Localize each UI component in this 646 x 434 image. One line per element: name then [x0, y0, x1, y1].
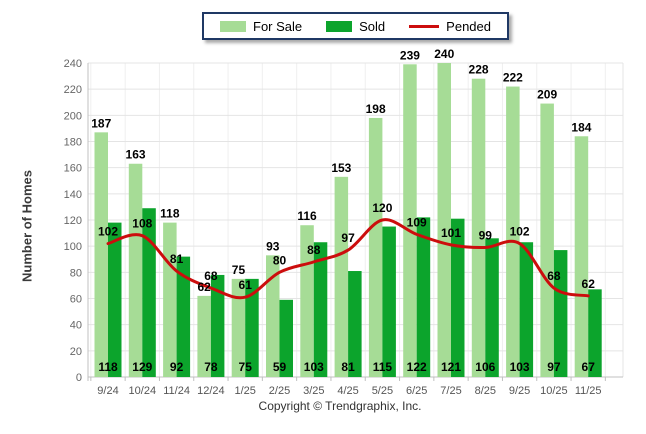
svg-text:109: 109	[407, 215, 427, 229]
svg-text:118: 118	[160, 207, 180, 221]
svg-text:187: 187	[91, 116, 111, 130]
legend-label-for-sale: For Sale	[253, 18, 303, 34]
svg-text:11/25: 11/25	[575, 385, 602, 397]
legend-item-for-sale: For Sale	[220, 19, 302, 34]
svg-text:92: 92	[170, 360, 184, 374]
svg-text:6/25: 6/25	[406, 385, 427, 397]
svg-text:11/24: 11/24	[163, 385, 190, 397]
svg-text:240: 240	[64, 58, 82, 70]
svg-text:120: 120	[64, 215, 82, 227]
svg-text:101: 101	[441, 226, 461, 240]
svg-text:62: 62	[197, 280, 211, 294]
svg-text:100: 100	[64, 241, 82, 253]
svg-text:68: 68	[547, 269, 561, 283]
svg-text:198: 198	[366, 102, 386, 116]
svg-text:9/25: 9/25	[509, 385, 530, 397]
svg-text:222: 222	[503, 71, 523, 85]
sold-swatch-icon	[326, 20, 353, 32]
svg-text:2/25: 2/25	[269, 385, 290, 397]
svg-text:93: 93	[266, 239, 280, 253]
svg-text:99: 99	[479, 228, 493, 242]
svg-text:163: 163	[126, 148, 146, 162]
svg-text:240: 240	[434, 48, 454, 61]
svg-text:160: 160	[64, 163, 82, 175]
svg-text:184: 184	[571, 120, 591, 134]
svg-text:4/25: 4/25	[337, 385, 358, 397]
svg-text:102: 102	[510, 225, 530, 239]
svg-text:116: 116	[297, 209, 317, 223]
svg-text:9/24: 9/24	[97, 385, 118, 397]
svg-text:88: 88	[307, 243, 321, 257]
svg-text:200: 200	[64, 110, 82, 122]
svg-text:102: 102	[98, 225, 118, 239]
svg-text:140: 140	[64, 189, 82, 201]
svg-text:75: 75	[239, 360, 253, 374]
svg-text:122: 122	[407, 360, 427, 374]
svg-text:120: 120	[372, 201, 392, 215]
svg-text:75: 75	[232, 263, 246, 277]
svg-text:20: 20	[70, 346, 82, 358]
svg-text:103: 103	[304, 360, 324, 374]
legend-item-sold: Sold	[326, 19, 385, 34]
pended-line-icon	[409, 24, 440, 28]
svg-text:81: 81	[170, 252, 184, 266]
svg-text:129: 129	[132, 360, 152, 374]
svg-text:118: 118	[98, 360, 118, 374]
svg-text:59: 59	[273, 360, 287, 374]
svg-text:80: 80	[70, 267, 82, 279]
svg-text:7/25: 7/25	[440, 385, 461, 397]
legend-label-sold: Sold	[359, 18, 386, 34]
svg-text:81: 81	[341, 360, 355, 374]
svg-text:180: 180	[64, 137, 82, 149]
legend-label-pended: Pended	[446, 18, 491, 34]
svg-text:40: 40	[70, 320, 82, 332]
svg-text:12/24: 12/24	[197, 385, 225, 397]
svg-text:121: 121	[441, 360, 461, 374]
legend: For Sale Sold Pended	[202, 12, 509, 40]
y-axis-title: Number of Homes	[19, 170, 35, 282]
svg-text:115: 115	[373, 360, 393, 374]
svg-text:80: 80	[273, 253, 287, 267]
svg-text:1/25: 1/25	[234, 385, 255, 397]
copyright: Copyright © Trendgraphix, Inc.	[258, 399, 422, 413]
svg-text:220: 220	[64, 84, 82, 96]
svg-text:5/25: 5/25	[372, 385, 393, 397]
svg-text:67: 67	[582, 360, 596, 374]
svg-text:209: 209	[537, 88, 557, 102]
svg-text:10/25: 10/25	[540, 385, 568, 397]
svg-text:78: 78	[204, 360, 218, 374]
legend-item-pended: Pended	[409, 19, 491, 34]
svg-text:0: 0	[76, 372, 82, 384]
svg-text:10/24: 10/24	[129, 385, 157, 397]
svg-text:103: 103	[510, 360, 530, 374]
svg-text:108: 108	[132, 217, 152, 231]
svg-text:106: 106	[475, 360, 495, 374]
svg-text:68: 68	[204, 269, 218, 283]
svg-text:97: 97	[547, 360, 561, 374]
svg-text:62: 62	[582, 277, 596, 291]
svg-text:97: 97	[341, 231, 355, 245]
svg-text:153: 153	[331, 161, 351, 175]
svg-text:8/25: 8/25	[475, 385, 496, 397]
svg-text:239: 239	[400, 48, 420, 62]
svg-text:60: 60	[70, 294, 82, 306]
for-sale-swatch-icon	[220, 20, 246, 32]
plot-area: 0 20 40 60 80 100 120 140 160 180 200 220 240 187 102 1…	[64, 48, 624, 397]
svg-text:61: 61	[239, 278, 253, 292]
svg-text:3/25: 3/25	[303, 385, 324, 397]
svg-text:228: 228	[469, 63, 489, 77]
